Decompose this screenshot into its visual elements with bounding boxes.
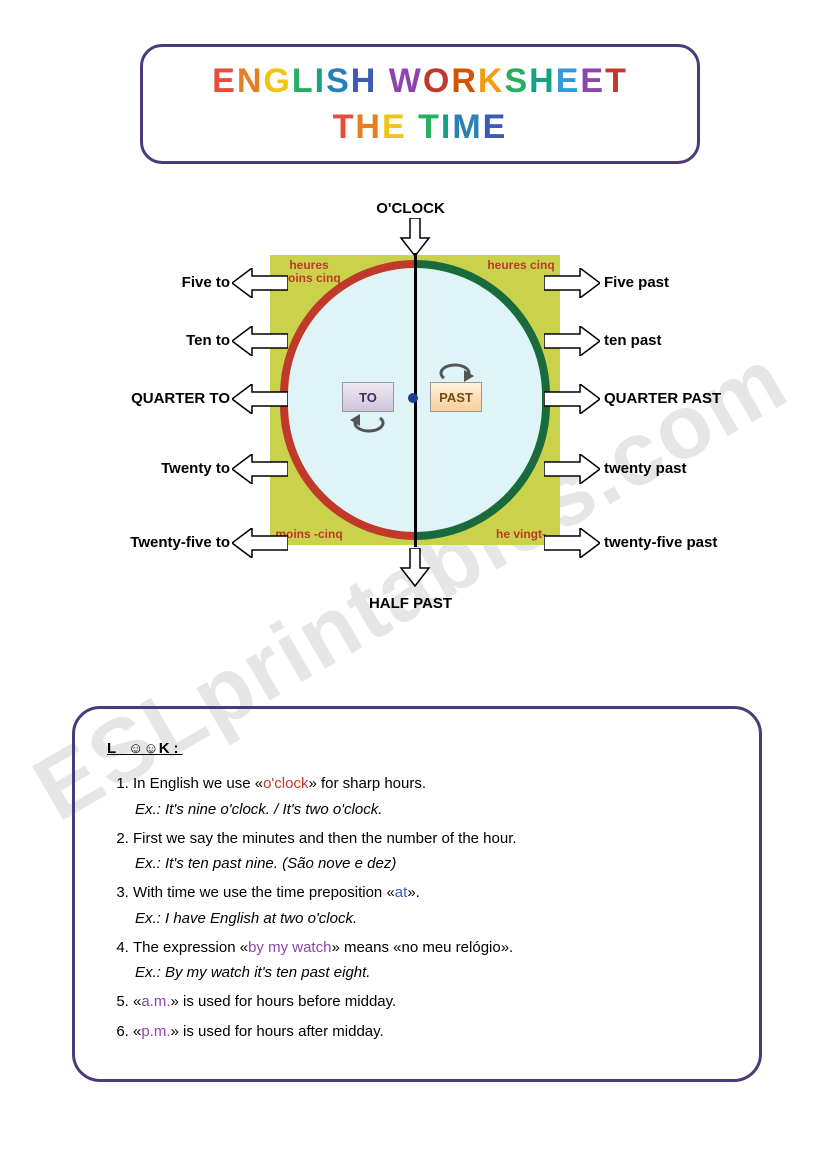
arrow-right-icon [544,268,600,298]
clock-center-dot [408,393,418,403]
rule-text: In English we use «o'clock» for sharp ho… [133,775,426,792]
rule-text: The expression «by my watch» means «no m… [133,939,513,956]
title-line-2: THE TIME [143,105,697,151]
rule-text: «p.m.» is used for hours after midday. [133,1023,384,1040]
right-time-label: Five past [604,274,669,291]
arrow-right-icon [544,528,600,558]
curve-arrow-ccw-icon [348,414,388,434]
left-time-label: Twenty to [161,460,230,477]
rules-heading: L ☺☺K: [107,737,727,760]
left-time-label: QUARTER TO [131,390,230,407]
rule-text: With time we use the time preposition «a… [133,884,420,901]
to-box: TO [342,382,394,412]
smiley-icon: ☺☺ [128,740,159,757]
halfpast-label: HALF PAST [369,595,452,612]
rule-text: First we say the minutes and then the nu… [133,830,517,847]
worksheet-page: ESLprintables.com ENGLISH WORKSHEET THE … [0,0,821,1169]
right-time-label: twenty-five past [604,534,717,551]
rule-example: Ex.: I have English at two o'clock. [135,907,727,930]
rule-item: With time we use the time preposition «a… [133,881,727,930]
arrow-left-icon [232,384,288,414]
arrow-left-icon [232,454,288,484]
oclock-label: O'CLOCK [376,200,445,217]
left-time-label: Five to [182,274,230,291]
rules-heading-prefix: L [107,740,120,757]
arrow-left-icon [232,528,288,558]
title-line-1: ENGLISH WORKSHEET [143,59,697,105]
arrow-right-icon [544,326,600,356]
curve-arrow-cw-icon [436,362,476,382]
rule-example: Ex.: It's ten past nine. (São nove e dez… [135,852,727,875]
right-time-label: ten past [604,332,662,349]
rules-list: In English we use «o'clock» for sharp ho… [107,772,727,1043]
right-time-label: twenty past [604,460,687,477]
rules-box: L ☺☺K: In English we use «o'clock» for s… [72,706,762,1082]
rule-item: «a.m.» is used for hours before midday. [133,990,727,1013]
rule-example: Ex.: It's nine o'clock. / It's two o'clo… [135,798,727,821]
title-box: ENGLISH WORKSHEET THE TIME [140,44,700,164]
arrow-down-icon [397,548,433,588]
past-box: PAST [430,382,482,412]
clock-diagram: O'CLOCK heures moins cinq heures cinq mo… [0,200,821,640]
rules-heading-suffix: K: [159,740,183,757]
arrow-right-icon [544,384,600,414]
arrow-left-icon [232,326,288,356]
rule-example: Ex.: By my watch it's ten past eight. [135,961,727,984]
right-time-label: QUARTER PAST [604,390,721,407]
left-time-label: Twenty-five to [130,534,230,551]
rule-text: «a.m.» is used for hours before midday. [133,993,396,1010]
arrow-left-icon [232,268,288,298]
rule-item: First we say the minutes and then the nu… [133,827,727,876]
arrow-right-icon [544,454,600,484]
rule-item: In English we use «o'clock» for sharp ho… [133,772,727,821]
arrow-down-icon [397,218,433,258]
left-time-label: Ten to [186,332,230,349]
rule-item: «p.m.» is used for hours after midday. [133,1020,727,1043]
rule-item: The expression «by my watch» means «no m… [133,936,727,985]
